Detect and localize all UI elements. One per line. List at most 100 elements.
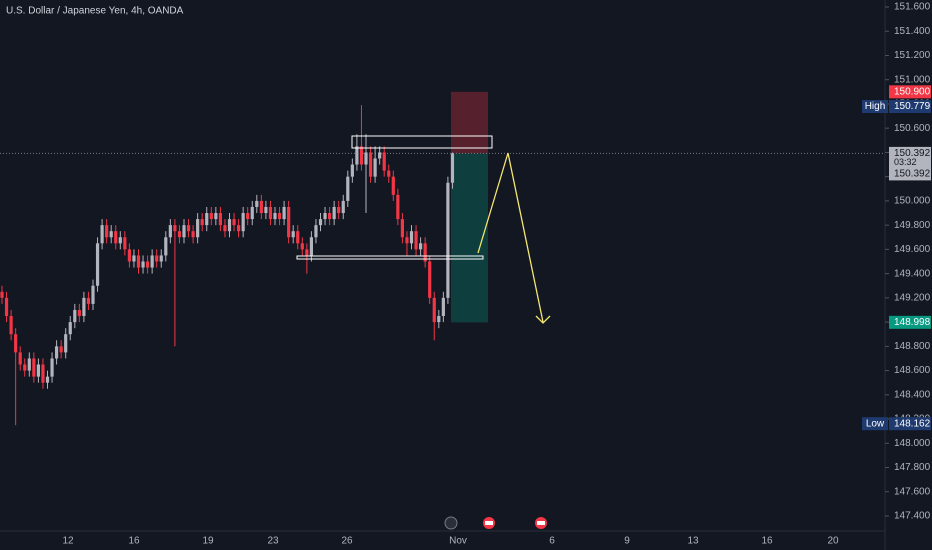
candle-body <box>255 200 259 207</box>
x-tick-label: Nov <box>449 536 467 547</box>
candle-body <box>378 152 382 159</box>
y-tick-label: 148.800 <box>894 341 931 352</box>
candle-body <box>173 225 177 232</box>
candle-body <box>200 219 204 226</box>
candle-body <box>159 255 163 262</box>
projection-arrow <box>477 152 544 323</box>
badge-name: High <box>865 101 886 112</box>
event-icon <box>444 516 458 530</box>
candle-body <box>86 297 91 304</box>
resistance-box <box>351 135 493 149</box>
candle-body <box>32 358 36 377</box>
candle-body <box>205 213 209 226</box>
y-tick-label: 151.400 <box>894 26 931 37</box>
candle-body <box>400 219 404 238</box>
candle-body <box>277 213 282 220</box>
stop-zone <box>451 91 488 154</box>
price-badge-label: 150.900 <box>894 86 931 97</box>
candle-body <box>127 249 131 262</box>
candle-body <box>241 213 245 232</box>
candle-body <box>191 231 195 238</box>
candle-body <box>350 164 354 177</box>
y-tick-label: 149.800 <box>894 220 931 231</box>
candle-body <box>105 225 109 238</box>
y-tick-label: 151.600 <box>894 2 931 13</box>
candle-body <box>296 231 300 244</box>
candle-body <box>23 364 27 371</box>
candle-body <box>227 219 232 232</box>
y-tick-label: 150.000 <box>894 196 931 207</box>
candle-body <box>309 237 313 256</box>
candle-body <box>14 334 18 353</box>
arrow-head <box>535 315 551 324</box>
support-box <box>296 255 484 260</box>
candle-body <box>287 206 291 238</box>
candle-body <box>373 158 377 177</box>
y-tick-label: 148.000 <box>894 438 931 449</box>
candle-body <box>268 206 273 220</box>
candle-body <box>232 219 236 226</box>
candle-body <box>300 243 304 250</box>
price-badge <box>889 417 931 431</box>
x-tick-label: 13 <box>687 536 699 547</box>
candle-body <box>45 376 50 383</box>
y-tick-label: 150.600 <box>894 123 931 134</box>
candle-body <box>141 261 145 268</box>
candle-body <box>50 358 54 377</box>
price-badge-label: 150.779 <box>894 101 931 112</box>
candle-body <box>264 206 268 214</box>
y-tick-label: 149.200 <box>894 292 931 303</box>
candle-body <box>423 243 427 262</box>
candle-body <box>437 316 441 323</box>
price-badge <box>889 99 931 113</box>
candle-body <box>337 206 341 214</box>
event-icon-flag <box>537 521 545 525</box>
badge-name: Low <box>866 418 885 429</box>
candle-body <box>123 237 127 250</box>
candle-body <box>9 316 13 335</box>
y-tick-label: 147.800 <box>894 462 931 473</box>
y-tick-label: 149.400 <box>894 268 931 279</box>
price-badge <box>889 167 931 181</box>
candle-body <box>36 364 40 377</box>
x-tick-label: 16 <box>761 536 773 547</box>
chart-title: U.S. Dollar / Japanese Yen, 4h, OANDA <box>6 6 184 17</box>
y-tick-label: 148.600 <box>894 365 931 376</box>
candle-body <box>73 309 77 323</box>
candle-body <box>323 213 327 220</box>
y-tick-label: 149.600 <box>894 244 931 255</box>
price-badge-label: 150.392 <box>894 148 931 159</box>
candle-body <box>282 206 286 220</box>
price-badge-label: 150.392 <box>894 169 931 180</box>
x-tick-label: 26 <box>341 536 353 547</box>
candle-body <box>341 200 345 214</box>
y-tick-label: 147.400 <box>894 511 931 522</box>
candle-body <box>209 213 213 220</box>
candle-body <box>18 352 22 365</box>
candle-body <box>136 255 141 268</box>
candle-body <box>182 225 186 238</box>
x-tick-label: 6 <box>549 536 555 547</box>
candle-body <box>446 182 450 298</box>
candle-body <box>118 237 122 244</box>
candle-body <box>368 152 373 177</box>
candle-body <box>237 225 241 232</box>
candle-body <box>396 194 400 220</box>
candle-body <box>414 231 418 250</box>
price-badge-label: 148.998 <box>894 317 931 328</box>
price-badge <box>889 315 931 329</box>
candle-body <box>41 364 45 383</box>
candle-body <box>77 309 81 317</box>
candle-body <box>450 153 455 183</box>
price-timer: 03:32 <box>894 157 917 167</box>
candle-body <box>155 255 159 262</box>
candle-body <box>186 225 191 232</box>
candle-body <box>64 334 68 353</box>
candle-body <box>346 176 350 201</box>
x-tick-label: 19 <box>202 536 214 547</box>
target-zone <box>451 153 488 323</box>
candle-body <box>150 255 154 268</box>
event-icon-flag <box>485 521 493 525</box>
